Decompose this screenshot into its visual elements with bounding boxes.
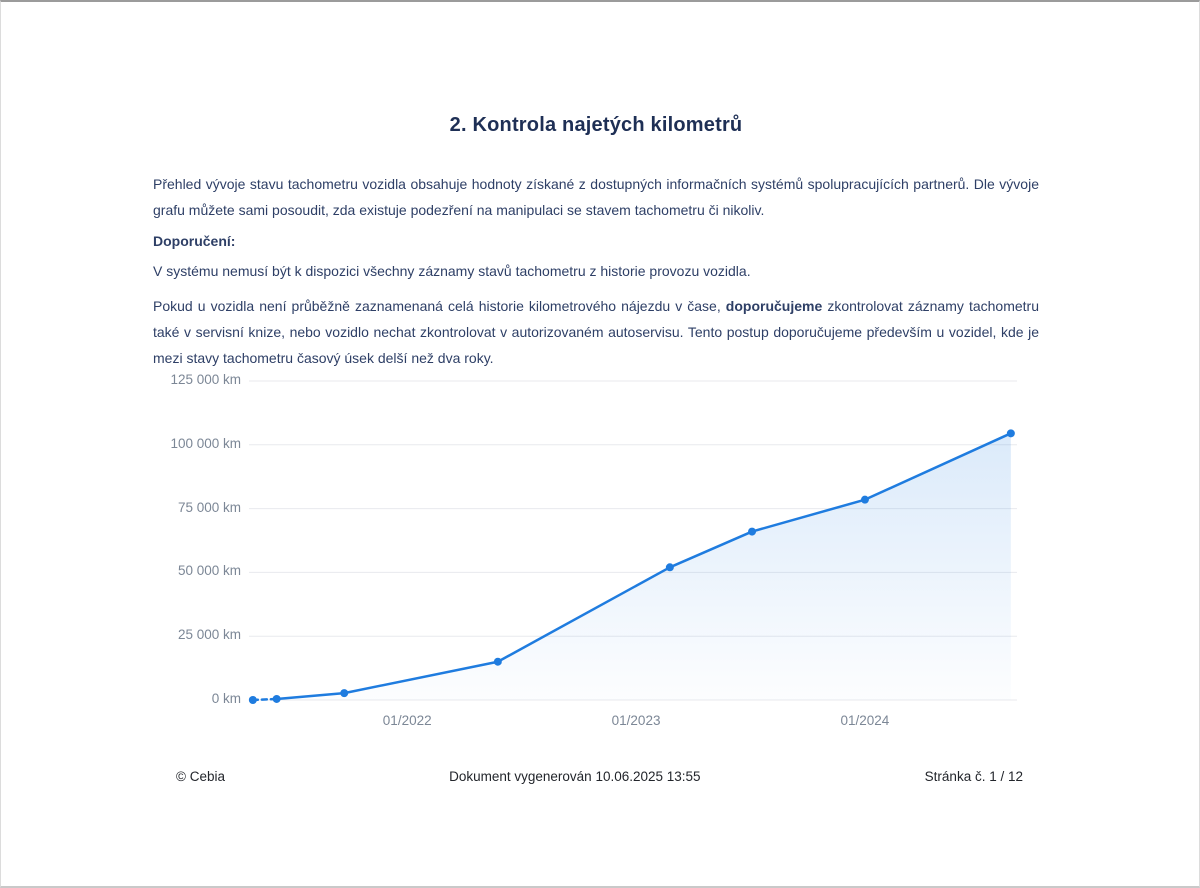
data-point-dot bbox=[1006, 429, 1015, 438]
generated-timestamp: Dokument vygenerován 10.06.2025 13:55 bbox=[449, 769, 701, 784]
y-tick-label: 125 000 km bbox=[170, 372, 241, 387]
advice-text-end: zkontrolovat záznamy tachometru také v s… bbox=[153, 298, 1039, 366]
copyright-text: © Cebia bbox=[176, 769, 225, 784]
odometer-line-plot bbox=[248, 380, 1017, 704]
x-axis-labels: 01/2022 01/2023 01/2024 bbox=[249, 713, 1017, 731]
data-point-dot bbox=[272, 694, 281, 703]
y-tick-label: 100 000 km bbox=[170, 435, 241, 451]
y-tick-label: 75 000 km bbox=[177, 499, 241, 515]
advice-paragraph: Pokud u vozidla není průběžně zaznamenan… bbox=[153, 293, 1039, 371]
odometer-history-chart: 0 km 25 000 km 50 000 km 75 000 km 100 000 k… bbox=[153, 371, 1039, 739]
area-fill bbox=[252, 433, 1011, 700]
y-tick-label: 0 km bbox=[211, 691, 241, 706]
advice-text-bold: doporučujeme bbox=[725, 298, 823, 314]
recommendation-label: Doporučení: bbox=[153, 233, 236, 249]
x-tick-label: 01/2023 bbox=[611, 713, 661, 728]
report-content: 2. Kontrola najetých kilometrů Přehled v… bbox=[153, 2, 1039, 784]
y-tick-label: 50 000 km bbox=[177, 563, 241, 579]
x-tick-label: 01/2024 bbox=[840, 713, 890, 728]
availability-note: V systému nemusí být k dispozici všechny… bbox=[153, 263, 751, 279]
advice-text-start: Pokud u vozidla není průběžně zaznamenan… bbox=[153, 298, 726, 314]
y-tick-label: 25 000 km bbox=[177, 627, 241, 643]
data-point-dot bbox=[248, 696, 257, 704]
page-title: 2. Kontrola najetých kilometrů bbox=[449, 114, 743, 136]
y-axis-labels: 0 km 25 000 km 50 000 km 75 000 km 100 000 k… bbox=[153, 371, 241, 707]
page-number: Stránka č. 1 / 12 bbox=[924, 769, 1023, 784]
data-point-dot bbox=[748, 527, 757, 536]
page-footer: © Cebia Dokument vygenerován 10.06.2025 … bbox=[153, 769, 1039, 784]
data-point-dot bbox=[340, 689, 349, 698]
data-point-dot bbox=[493, 657, 502, 666]
intro-paragraph: Přehled vývoje stavu tachometru vozidla … bbox=[153, 176, 1039, 218]
data-point-dot bbox=[860, 495, 869, 504]
x-tick-label: 01/2022 bbox=[382, 713, 432, 728]
data-point-dot bbox=[665, 563, 674, 572]
